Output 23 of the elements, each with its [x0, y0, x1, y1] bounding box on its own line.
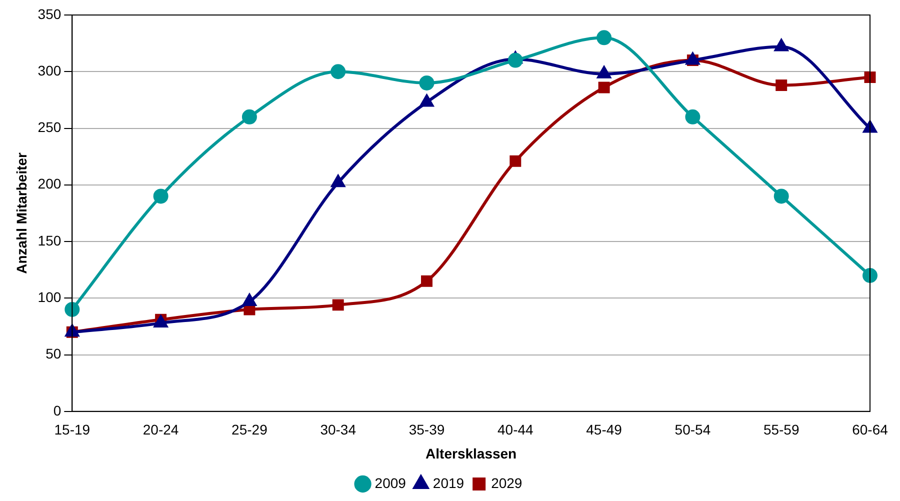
x-tick-label: 40-44: [497, 422, 534, 438]
y-tick-label: 0: [53, 402, 62, 418]
x-tick-label: 55-59: [763, 422, 800, 438]
y-tick-label: 50: [46, 346, 62, 362]
y-tick-label: 350: [38, 6, 62, 22]
legend-label: 2009: [374, 474, 406, 491]
x-tick-label: 15-19: [54, 422, 90, 438]
x-tick-label: 30-34: [320, 422, 356, 438]
x-tick-label: 20-24: [142, 422, 179, 438]
y-tick-label: 200: [38, 176, 62, 192]
x-axis-title: Altersklassen: [426, 445, 517, 462]
x-tick-label: 50-54: [674, 422, 711, 438]
x-tick-label: 60-64: [852, 422, 888, 438]
legend-label: 2029: [491, 474, 522, 491]
y-axis-title: Anzahl Mitarbeiter: [13, 152, 30, 274]
y-tick-label: 300: [38, 62, 62, 78]
y-tick-label: 100: [38, 289, 62, 305]
x-tick-label: 35-39: [408, 422, 445, 438]
x-tick-label: 25-29: [232, 422, 268, 438]
y-tick-label: 150: [38, 232, 62, 248]
legend-label: 2019: [432, 474, 464, 491]
y-tick-label: 250: [38, 119, 62, 136]
x-tick-label: 45-49: [586, 422, 622, 438]
